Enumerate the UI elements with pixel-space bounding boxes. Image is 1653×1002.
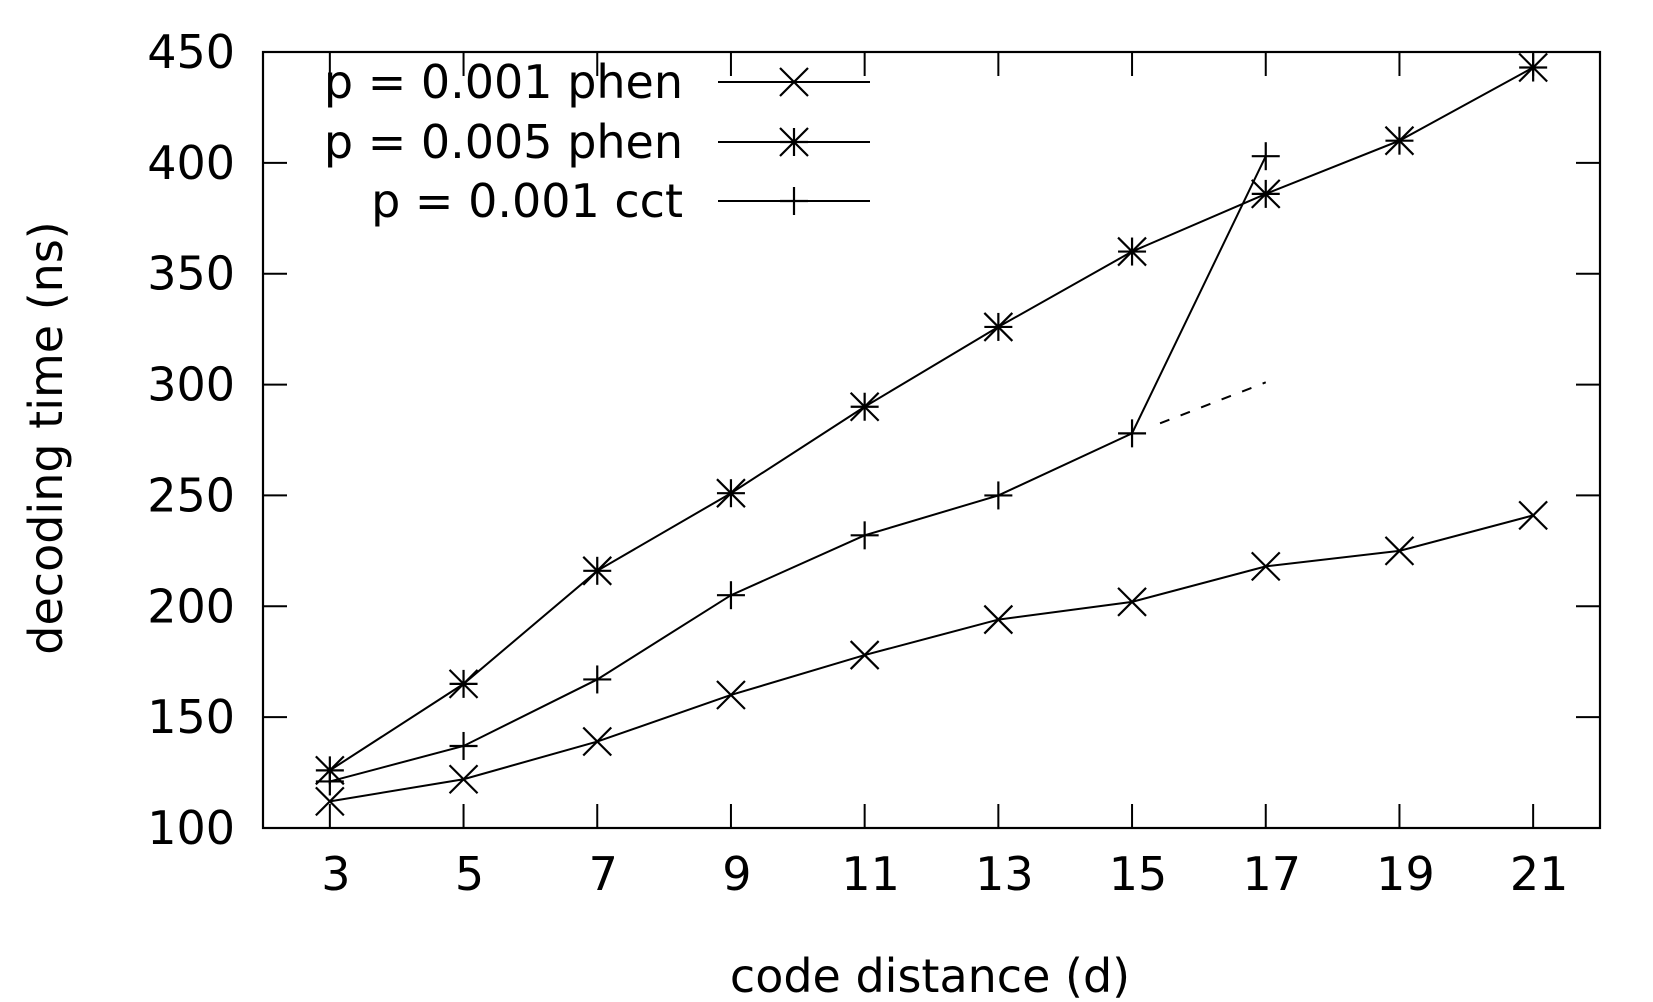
legend-marker bbox=[779, 127, 809, 157]
data-point bbox=[449, 731, 478, 760]
data-point bbox=[582, 556, 613, 586]
x-tick-label: 13 bbox=[975, 847, 1034, 901]
data-point bbox=[849, 391, 880, 422]
data-point bbox=[1518, 52, 1548, 83]
data-point bbox=[1118, 419, 1147, 448]
data-point bbox=[1117, 587, 1147, 617]
legend-label: p = 0.001 phen bbox=[324, 55, 683, 109]
data-point bbox=[315, 767, 344, 796]
data-point bbox=[1250, 179, 1281, 209]
data-point bbox=[315, 786, 345, 817]
x-tick-label: 3 bbox=[321, 847, 350, 901]
y-axis-title: decoding time (ns) bbox=[19, 221, 73, 654]
data-point bbox=[1251, 142, 1280, 171]
plot-frame bbox=[261, 50, 1602, 830]
y-tick-label: 250 bbox=[147, 468, 235, 522]
legend-label: p = 0.001 cct bbox=[371, 174, 683, 228]
data-point bbox=[716, 581, 745, 610]
data-point bbox=[1384, 125, 1415, 156]
data-point bbox=[984, 481, 1013, 510]
data-point bbox=[1384, 536, 1415, 566]
data-point bbox=[716, 478, 746, 508]
y-tick-label: 400 bbox=[147, 136, 235, 190]
y-tick-label: 350 bbox=[147, 247, 235, 301]
data-point bbox=[583, 665, 612, 694]
y-tick-label: 300 bbox=[147, 358, 235, 412]
x-tick-label: 19 bbox=[1376, 847, 1435, 901]
x-tick-label: 17 bbox=[1242, 847, 1301, 901]
series-line bbox=[329, 155, 1267, 783]
data-point bbox=[1518, 500, 1548, 531]
data-point bbox=[983, 604, 1014, 635]
x-tick-label: 21 bbox=[1510, 847, 1569, 901]
data-point bbox=[1250, 551, 1281, 582]
x-tick-label: 7 bbox=[589, 847, 618, 901]
data-point bbox=[716, 680, 746, 710]
data-point bbox=[448, 764, 479, 795]
x-tick-label: 15 bbox=[1109, 847, 1168, 901]
x-tick-label: 9 bbox=[722, 847, 751, 901]
data-point bbox=[1117, 236, 1147, 267]
series-line bbox=[329, 66, 1534, 772]
data-point bbox=[448, 669, 479, 699]
data-point bbox=[849, 640, 880, 670]
data-point bbox=[983, 312, 1014, 342]
x-axis-title: code distance (d) bbox=[730, 949, 1130, 1002]
legend-marker bbox=[780, 187, 808, 215]
data-point bbox=[582, 726, 613, 757]
y-tick-label: 150 bbox=[147, 690, 235, 744]
plot-layer: 100 150 200 250 300 350 400 450 3 5 7 9 11 13 15 17 19 21… bbox=[147, 25, 1602, 901]
y-tick-label: 450 bbox=[147, 25, 235, 79]
y-tick-label: 200 bbox=[147, 579, 235, 633]
x-tick-label: 5 bbox=[455, 847, 484, 901]
series-line bbox=[329, 514, 1534, 803]
data-point bbox=[850, 521, 879, 550]
extrapolation-dashed-line bbox=[1159, 381, 1267, 425]
y-tick-label: 100 bbox=[147, 801, 235, 855]
legend-label: p = 0.005 phen bbox=[324, 115, 683, 169]
legend-marker bbox=[779, 67, 809, 97]
x-tick-label: 11 bbox=[841, 847, 900, 901]
